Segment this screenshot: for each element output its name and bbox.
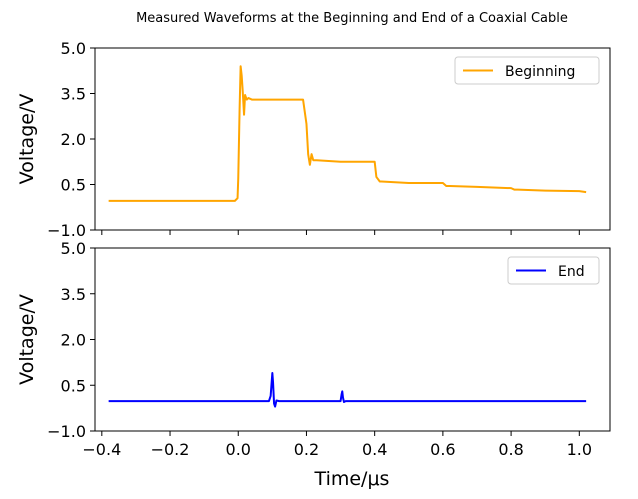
y-tick-label: 2.0 bbox=[61, 331, 86, 350]
x-tick-label: 0.6 bbox=[430, 440, 455, 459]
x-tick-label: 0.4 bbox=[362, 440, 387, 459]
x-tick-label: 0.8 bbox=[498, 440, 523, 459]
y-axis-label: Voltage/V bbox=[16, 294, 38, 385]
y-tick-label: 5.0 bbox=[61, 39, 86, 58]
x-tick-label: −0.4 bbox=[82, 440, 121, 459]
y-tick-label: 5.0 bbox=[61, 239, 86, 258]
y-tick-label: 3.5 bbox=[61, 85, 86, 104]
y-tick-label: 0.5 bbox=[61, 176, 86, 195]
x-axis-label: Time/μs bbox=[314, 468, 390, 490]
legend-box bbox=[454, 56, 600, 85]
plot-beginning: −1.0 0.5 2.0 3.5 5.0 Voltage/V Beginning bbox=[16, 39, 611, 240]
legend-label: Beginning bbox=[505, 64, 575, 80]
y-axis-label: Voltage/V bbox=[16, 94, 38, 185]
y-tick-label: −1.0 bbox=[47, 422, 86, 441]
legend-box bbox=[507, 256, 600, 285]
x-tick-label: 0.0 bbox=[226, 440, 251, 459]
plot-end: −1.0 0.5 2.0 3.5 5.0 −0.4 −0.2 0.0 0.2 0.4 0.6 0.8 1… bbox=[16, 239, 611, 459]
y-tick-label: 3.5 bbox=[61, 285, 86, 304]
x-tick-label: 1.0 bbox=[567, 440, 592, 459]
y-tick-label: 0.5 bbox=[61, 376, 86, 395]
chart-title: Measured Waveforms at the Beginning and … bbox=[136, 11, 568, 26]
y-tick-label: −1.0 bbox=[47, 221, 86, 240]
x-tick-label: 0.2 bbox=[294, 440, 319, 459]
legend-label: End bbox=[558, 264, 585, 280]
x-tick-label: −0.2 bbox=[151, 440, 190, 459]
y-tick-label: 2.0 bbox=[61, 130, 86, 149]
series-line-beginning bbox=[108, 65, 587, 202]
series-line-end bbox=[108, 372, 587, 408]
